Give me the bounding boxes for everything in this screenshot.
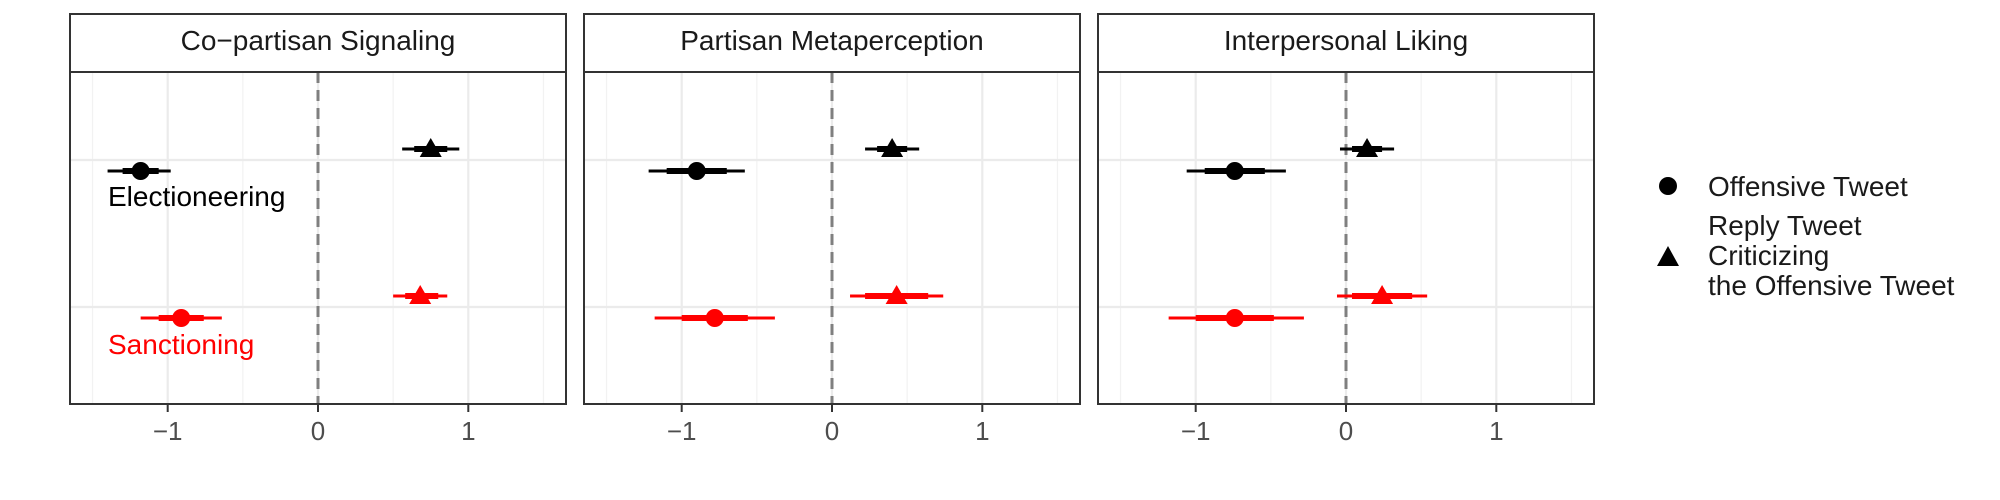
x-tick-label: 1 (461, 416, 475, 446)
legend-triangle-icon (1657, 246, 1679, 266)
x-tick-label: −1 (1181, 416, 1211, 446)
facet-title: Partisan Metaperception (680, 25, 984, 56)
facet-strip (1097, 13, 1595, 73)
point-triangle (419, 138, 442, 157)
point-circle (1225, 162, 1244, 180)
facet-strip (69, 13, 567, 73)
x-tick-label: −1 (667, 416, 697, 446)
legend-label-reply-tweet-line: Reply Tweet (1708, 210, 1862, 241)
x-tick-label: 0 (825, 416, 839, 446)
legend-circle-icon (1659, 177, 1677, 195)
x-tick-label: −1 (153, 416, 183, 446)
point-circle (172, 309, 191, 327)
facet-panel-2: Interpersonal Liking −1 0 1 (1097, 13, 1595, 446)
facet-strip (583, 13, 1081, 73)
point-triangle (409, 285, 432, 304)
legend-label-reply-tweet-line: Criticizing (1708, 240, 1829, 271)
point-triangle (881, 138, 904, 157)
legend-label-reply-tweet-line: the Offensive Tweet (1708, 270, 1955, 301)
point-circle (1225, 309, 1244, 327)
point-circle (687, 162, 706, 180)
facet-title: Interpersonal Liking (1224, 25, 1468, 56)
x-tick-label: 1 (975, 416, 989, 446)
facet-panel-1: Partisan Metaperception −1 0 1 (583, 13, 1081, 446)
facet-title: Co−partisan Signaling (181, 25, 456, 56)
x-tick-label: 1 (1489, 416, 1503, 446)
group-label-sanctioning: Sanctioning (108, 329, 254, 360)
point-triangle (1371, 285, 1394, 304)
facet-panel-0: Co−partisan Signaling −1 0 1 (69, 13, 567, 446)
point-triangle (885, 285, 908, 304)
legend-label-offensive-tweet: Offensive Tweet (1708, 171, 1908, 202)
point-circle (705, 309, 724, 327)
point-circle (131, 162, 150, 180)
x-tick-label: 0 (311, 416, 325, 446)
point-triangle (1356, 138, 1379, 157)
group-label-electioneering: Electioneering (108, 181, 285, 212)
x-tick-label: 0 (1339, 416, 1353, 446)
legend: Offensive Tweet Reply TweetCriticizingthe… (1657, 171, 1955, 301)
